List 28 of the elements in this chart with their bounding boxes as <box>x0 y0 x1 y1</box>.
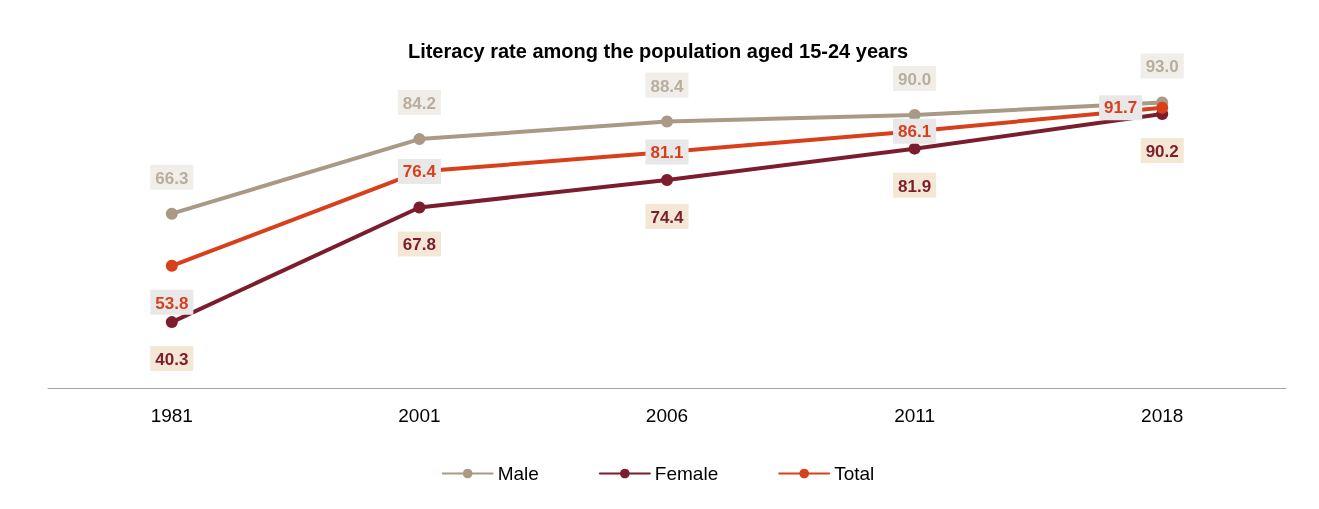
data-label: 90.2 <box>1145 142 1179 162</box>
data-label: 40.3 <box>155 350 189 370</box>
data-label: 74.4 <box>650 207 685 227</box>
point <box>165 316 178 329</box>
point <box>661 173 673 186</box>
legend-label: Total <box>834 463 875 484</box>
data-label: 66.3 <box>155 168 189 188</box>
data-label: 53.8 <box>155 293 189 313</box>
point <box>661 115 673 128</box>
legend-label: Male <box>497 463 539 484</box>
data-label: 81.9 <box>898 176 932 196</box>
point <box>413 201 426 214</box>
x-tick-label: 2018 <box>1141 405 1184 426</box>
chart-title: Literacy rate among the population aged 15-24 years <box>407 40 909 62</box>
x-tick-label: 1981 <box>150 405 193 426</box>
point <box>413 133 426 146</box>
data-label: 67.8 <box>402 235 436 255</box>
x-tick-label: 2006 <box>645 405 689 426</box>
data-label: 93.0 <box>1145 57 1179 77</box>
x-tick-label: 2001 <box>398 405 441 426</box>
data-label: 91.7 <box>1104 98 1138 118</box>
point <box>908 142 921 155</box>
point <box>165 207 178 220</box>
data-label: 90.0 <box>898 69 932 89</box>
data-label: 88.4 <box>650 76 685 96</box>
x-tick-label: 2011 <box>894 405 936 426</box>
data-label: 84.2 <box>402 94 436 114</box>
legend-label: Female <box>654 463 719 484</box>
